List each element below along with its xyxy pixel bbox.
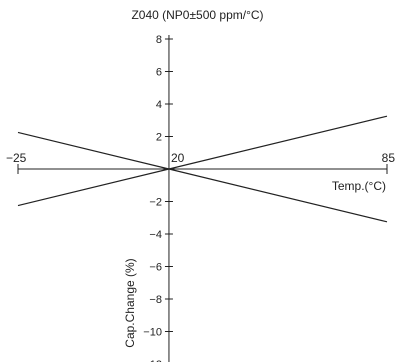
y-tick-label: −10 <box>143 327 162 339</box>
series-line-2 <box>17 131 388 223</box>
y-tick-label: −12 <box>143 359 162 362</box>
y-tick-label: 4 <box>156 99 162 111</box>
series-group <box>17 115 388 223</box>
y-tick-label: 8 <box>156 34 162 46</box>
x-tick-label: 20 <box>171 151 185 165</box>
chart-title: Z040 (NP0±500 ppm/°C) <box>131 8 264 22</box>
x-axis-label: Temp.(°C) <box>332 179 386 193</box>
y-tick-label: 6 <box>156 67 162 79</box>
x-tick-label: 85 <box>382 151 395 165</box>
x-tick-label: −25 <box>6 151 27 165</box>
y-tick-label: 2 <box>156 132 162 144</box>
y-tick-label: −6 <box>149 262 162 274</box>
axes <box>17 35 388 362</box>
y-tick-label: −2 <box>149 197 162 209</box>
labels-group: −25 20 85 8 6 4 2 −2 −4 −6 −8 −10 −12 Temp.(°C) Cap.Ch… <box>6 34 395 362</box>
y-axis-label: Cap.Change (%) <box>123 258 137 347</box>
y-tick-label: −8 <box>149 294 162 306</box>
y-tick-label: −4 <box>149 229 162 241</box>
